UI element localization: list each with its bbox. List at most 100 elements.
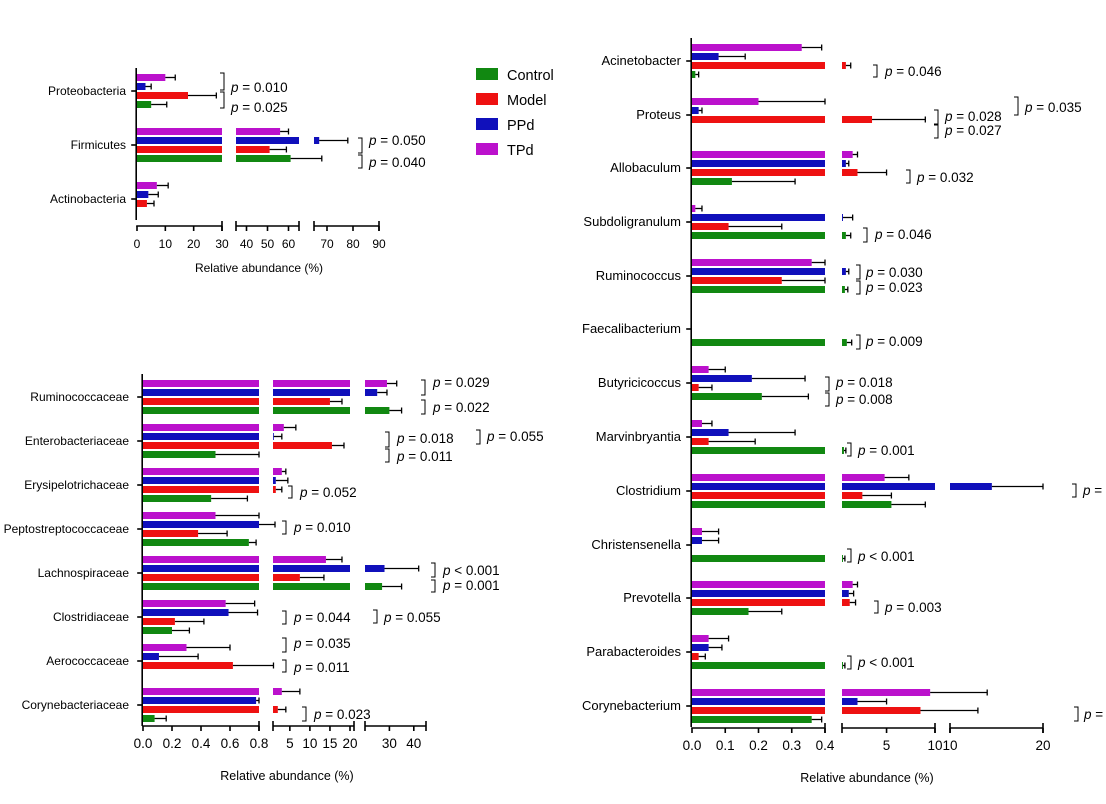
p-value-annotation: p = 0.023 [865,280,923,295]
p-value-annotation: p = 0.046 [874,227,932,242]
significance-bracket [1072,483,1077,498]
p-value-annotation: p = 0.011 [396,449,453,464]
x-tick-label: 15 [322,736,337,751]
category-label-prevotella: Prevotella [623,590,682,605]
p-value-annotation: p = 0.001 [442,578,500,593]
x-tick-label: 60 [282,237,296,251]
p-value-annotation: p = 0.003 [884,600,942,615]
x-tick-label: 0.3 [782,738,801,753]
x-tick-label: 10 [927,738,942,753]
bar-firmicutes-model [236,146,270,153]
bar-lachnospiraceae-model [273,574,300,581]
bar-christensenella-control [692,555,825,562]
bar-ruminococcaceae-tpd [273,380,350,387]
bar-butyricicoccus-tpd [692,366,709,373]
p-value-annotation: p = 0.022 [432,400,490,415]
bar-aerococcaceae-tpd [143,644,187,651]
p-value-annotation: p = 0.027 [944,123,1002,138]
p-value-annotation: p = 0.035 [1024,100,1082,115]
bar-firmicutes-control [137,155,222,162]
category-label-corynebacterium: Corynebacterium [582,698,681,713]
significance-bracket [825,392,830,407]
significance-bracket [282,637,287,653]
x-tick-label: 20 [187,237,201,251]
bar-erysipelotrichaceae-tpd [143,468,259,475]
bar-corynebacteriaceae-model [143,706,259,713]
bar-proteus-ppd [692,107,699,114]
bar-actinobacteria-model [137,200,147,207]
p-value-annotation: p = 0.032 [916,170,974,185]
bar-peptostreptococcaceae-ppd [143,521,259,528]
bar-ruminococcus-model [692,277,782,284]
bar-allobaculum-ppd [842,160,846,167]
p-value-annotation: p = 0.018 [396,431,454,446]
category-label-lachnospiraceae: Lachnospiraceae [38,566,130,580]
category-label-clostridiaceae: Clostridiaceae [53,610,129,624]
bar-ruminococcaceae-model [143,398,259,405]
category-label-corynebacteriaceae: Corynebacteriaceae [22,698,130,712]
significance-bracket [906,169,911,184]
bar-allobaculum-tpd [692,151,825,158]
bar-clostridium-tpd [842,474,885,481]
bar-erysipelotrichaceae-model [273,486,276,493]
bar-acinetobacter-model [692,62,825,69]
category-label-ruminococcus: Ruminococcus [596,268,682,283]
bar-erysipelotrichaceae-control [143,495,212,502]
significance-bracket [825,376,830,392]
p-value-annotation: p = 0.015 [1083,707,1106,722]
bar-lachnospiraceae-tpd [273,556,326,563]
p-value-annotation: p = 0.025 [230,100,288,115]
bar-parabacteroides-control [692,662,825,669]
category-label-marvinbryantia: Marvinbryantia [596,429,682,444]
significance-bracket [421,379,426,396]
significance-bracket [847,442,852,457]
significance-bracket [476,429,481,445]
x-tick-label: 10 [942,738,957,753]
significance-bracket [847,548,852,563]
x-tick-label: 30 [382,736,397,751]
x-tick-label: 70 [320,237,334,251]
legend-label-model: Model [507,93,547,109]
category-label-faecalibacterium: Faecalibacterium [582,321,681,336]
bar-lachnospiraceae-control [143,583,259,590]
bar-erysipelotrichaceae-tpd [273,468,282,475]
bar-butyricicoccus-control [692,393,762,400]
significance-bracket [358,154,363,169]
bar-ruminococcaceae-ppd [365,389,378,396]
bar-actinobacteria-tpd [137,182,157,189]
x-tick-label: 0.0 [134,736,153,751]
significance-bracket [847,655,852,670]
significance-bracket [288,485,293,499]
significance-bracket [1074,706,1079,722]
bar-clostridium-ppd [950,483,992,490]
bar-clostridium-ppd [842,483,935,490]
legend-label-tpd: TPd [507,143,534,159]
bar-ruminococcaceae-tpd [143,380,259,387]
significance-bracket [302,706,307,722]
significance-bracket [856,264,861,280]
p-value-annotation: p < 0.001 [857,549,915,564]
genus-chart: 0.0 0.1 0.2 0.3 0.4 5 10 10 20 Relative abundance… [582,38,1106,785]
p-value-annotation: p = 0.028 [944,109,1002,124]
bar-actinobacteria-ppd [137,191,149,198]
bar-subdoligranulum-model [692,223,729,230]
bar-parabacteroides-tpd [692,635,709,642]
significance-bracket [934,109,939,125]
bar-marvinbryantia-model [692,438,709,445]
p-value-annotation: p = 0.018 [835,375,893,390]
bar-enterobacteriaceae-model [273,442,332,449]
bar-peptostreptococcaceae-control [143,539,249,546]
bar-prevotella-control [692,608,749,615]
bar-erysipelotrichaceae-model [143,486,259,493]
category-label-peptostreptococcaceae: Peptostreptococcaceae [4,522,130,536]
p-value-annotation: p < 0.001 [857,655,915,670]
x-tick-label: 90 [372,237,386,251]
x-axis-title: Relative abundance (%) [220,769,353,783]
significance-bracket [282,659,287,673]
bar-clostridiaceae-tpd [143,600,226,607]
bar-christensenella-tpd [692,528,702,535]
bar-ruminococcus-tpd [692,259,812,266]
bar-corynebacterium-control [692,716,812,723]
x-tick-label: 50 [261,237,275,251]
bar-subdoligranulum-ppd [692,214,825,221]
